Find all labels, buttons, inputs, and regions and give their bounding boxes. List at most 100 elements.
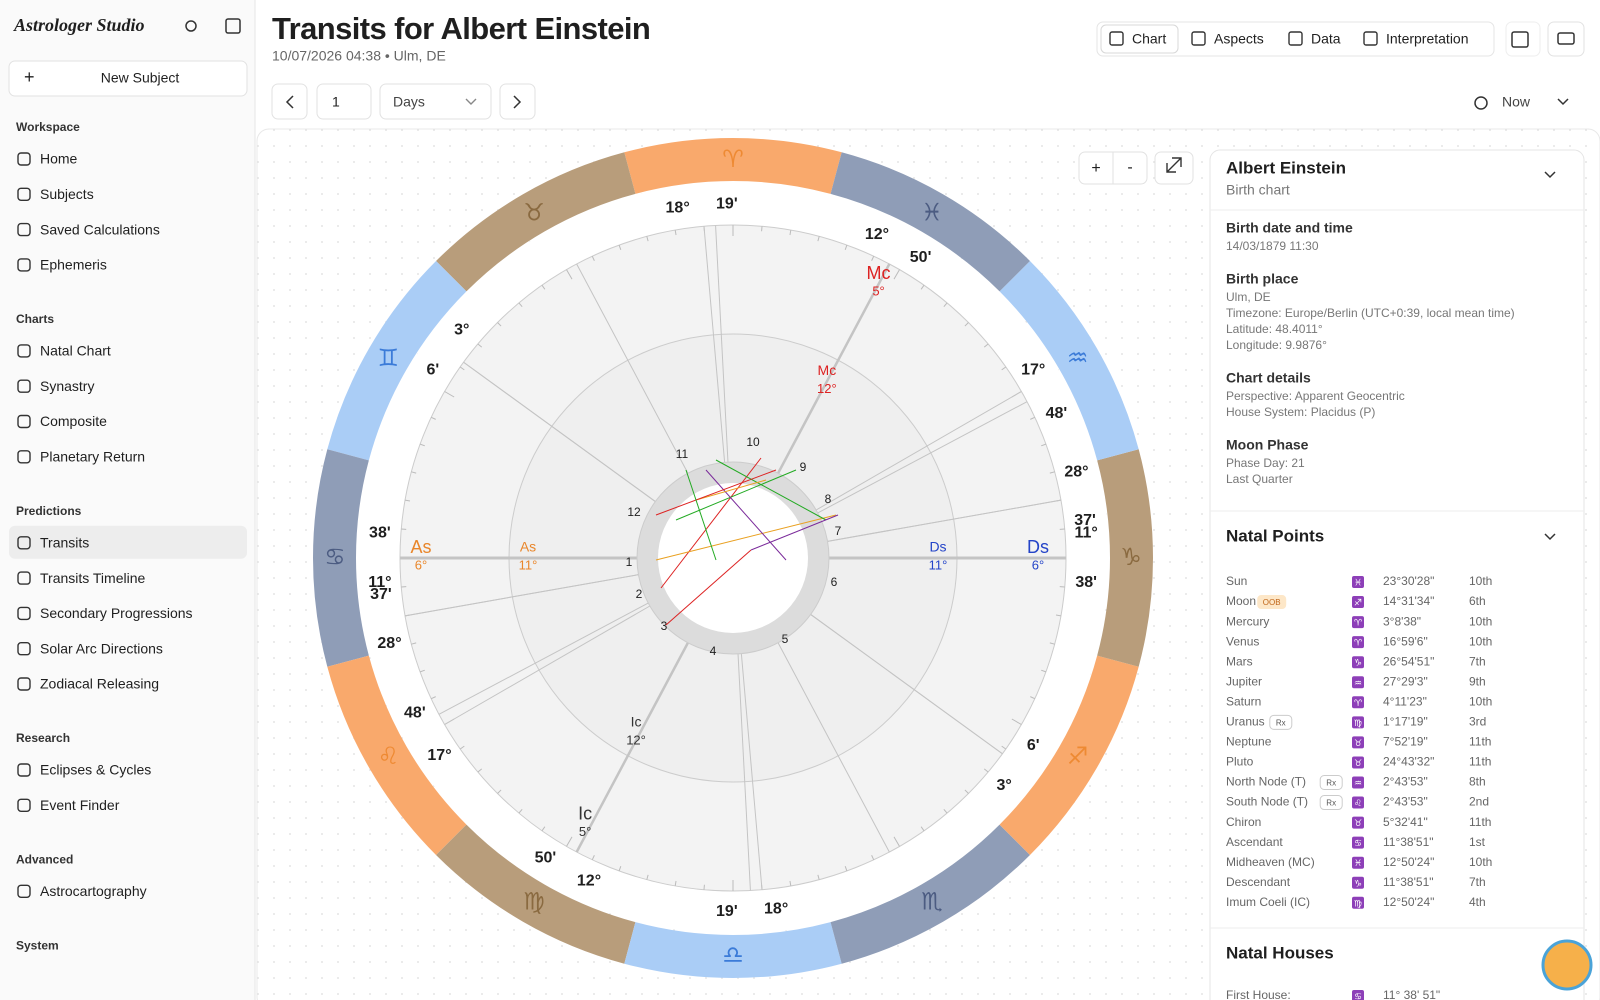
sign-badge — [1352, 736, 1364, 749]
nav-item[interactable]: Ephemeris — [40, 257, 107, 273]
nav-icon — [17, 344, 31, 358]
point-house: 11th — [1469, 735, 1491, 749]
panel-collapse[interactable] — [1544, 171, 1556, 179]
sign-glyph: ♒ — [1067, 344, 1089, 372]
assistant-avatar[interactable] — [1541, 939, 1593, 991]
degree-tick — [444, 391, 455, 398]
point-house: 10th — [1469, 694, 1492, 708]
nav-item[interactable]: Event Finder — [40, 797, 120, 813]
house-cusp — [740, 653, 763, 890]
next-button[interactable] — [499, 83, 536, 120]
cusp-minute: 50' — [535, 849, 557, 866]
cusp-degree: 12° — [577, 873, 601, 890]
sign-segment — [327, 655, 467, 855]
page-subtitle: 10/07/2026 04:38 • Ulm, DE — [272, 48, 446, 64]
step-input[interactable] — [316, 83, 372, 120]
sign-glyph: ♏ — [921, 888, 943, 916]
degree-tick — [1001, 366, 1007, 371]
cusp-degree: 18° — [666, 200, 690, 217]
angle-label: As — [520, 539, 536, 555]
nav-item[interactable]: Saved Calculations — [40, 221, 160, 237]
detail-line: 14/03/1879 11:30 — [1226, 239, 1319, 253]
aspect-line — [675, 469, 797, 521]
tab[interactable]: Data — [1311, 31, 1341, 47]
unit-select[interactable] — [379, 83, 492, 120]
tab[interactable]: Chart — [1132, 31, 1166, 47]
save-icon — [1511, 31, 1529, 48]
zoom-in[interactable]: + — [1091, 160, 1100, 177]
detail-line: Ulm, DE — [1226, 290, 1271, 304]
detail-line: Latitude: 48.4011° — [1226, 322, 1323, 336]
house-number: 1 — [626, 555, 633, 569]
degree-tick — [893, 836, 900, 847]
sign-badge — [1352, 876, 1364, 889]
degree-tick — [566, 836, 573, 847]
nav-item[interactable]: Transits — [40, 535, 89, 551]
cusp-degree: 28° — [1064, 464, 1088, 481]
nav-item[interactable]: Secondary Progressions — [40, 605, 193, 621]
print-button[interactable] — [1547, 21, 1585, 57]
nav-item[interactable]: Astrocartography — [40, 883, 147, 899]
sidebar-toggle[interactable] — [225, 18, 241, 34]
detail-title: Birth date and time — [1226, 220, 1353, 236]
point-sign: ♑ — [1354, 659, 1362, 669]
print-icon — [1557, 32, 1575, 45]
aspect-line — [695, 479, 767, 501]
point-name: Descendant — [1226, 875, 1291, 889]
sign-badge — [1352, 596, 1364, 609]
nav-item[interactable]: Home — [40, 151, 78, 167]
nav-item[interactable]: Natal Chart — [40, 343, 111, 359]
house-number: 7 — [835, 524, 842, 538]
tab[interactable]: Interpretation — [1386, 31, 1469, 47]
degree-tick — [411, 471, 417, 474]
degree-tick — [1011, 718, 1022, 725]
nav-icon — [17, 642, 31, 656]
tab-icon — [1191, 31, 1206, 46]
house-number: 12 — [627, 505, 641, 519]
sign-badge — [1352, 656, 1364, 669]
point-sign: ♒ — [1354, 779, 1362, 789]
prev-button[interactable] — [271, 83, 308, 120]
nav-icon — [17, 450, 31, 464]
house-cusp — [777, 642, 890, 853]
point-name: Chiron — [1226, 815, 1261, 829]
theme-toggle[interactable] — [185, 20, 197, 32]
sign-glyph: ♊ — [378, 344, 400, 372]
house-cusp — [576, 642, 689, 853]
point-position: 26°54'51" — [1383, 654, 1434, 668]
points-collapse[interactable] — [1544, 533, 1556, 541]
nav-item[interactable]: Zodiacal Releasing — [40, 676, 159, 692]
detail-line: Phase Day: 21 — [1226, 456, 1305, 470]
point-house: 7th — [1469, 654, 1486, 668]
now-chevron[interactable] — [1557, 98, 1569, 106]
save-button[interactable] — [1505, 21, 1541, 57]
point-house: 3rd — [1469, 715, 1486, 729]
nav-item[interactable]: Planetary Return — [40, 449, 145, 465]
house-cusp — [703, 226, 726, 463]
nav-item[interactable]: Composite — [40, 413, 107, 429]
point-sign: ♌ — [1354, 799, 1362, 809]
point-house: 10th — [1469, 574, 1492, 588]
zoom-out[interactable]: - — [1127, 159, 1132, 176]
now-label[interactable]: Now — [1502, 94, 1531, 110]
nav-item[interactable]: Eclipses & Cycles — [40, 762, 151, 778]
nav-item[interactable]: Transits Timeline — [40, 570, 146, 586]
degree-tick — [674, 229, 677, 236]
aspect-line — [750, 514, 839, 551]
degree-tick — [871, 255, 875, 261]
nav-item[interactable]: Synastry — [40, 378, 94, 394]
point-name: South Node (T) — [1226, 795, 1308, 809]
nav-item[interactable]: Solar Arc Directions — [40, 640, 163, 656]
fullscreen-button[interactable] — [1154, 151, 1194, 185]
cusp-degree: 11° — [1074, 525, 1097, 542]
point-position: 2°43'53" — [1383, 795, 1428, 809]
sign-badge — [1352, 756, 1364, 769]
sign-segment — [327, 261, 467, 461]
sign-glyph: ♐ — [1067, 742, 1089, 770]
new-subject-button[interactable] — [8, 60, 248, 97]
sign-glyph: ♈ — [722, 145, 744, 173]
house-number: 5 — [782, 632, 789, 646]
tab[interactable]: Aspects — [1214, 31, 1264, 47]
nav-item[interactable]: Subjects — [40, 186, 94, 202]
